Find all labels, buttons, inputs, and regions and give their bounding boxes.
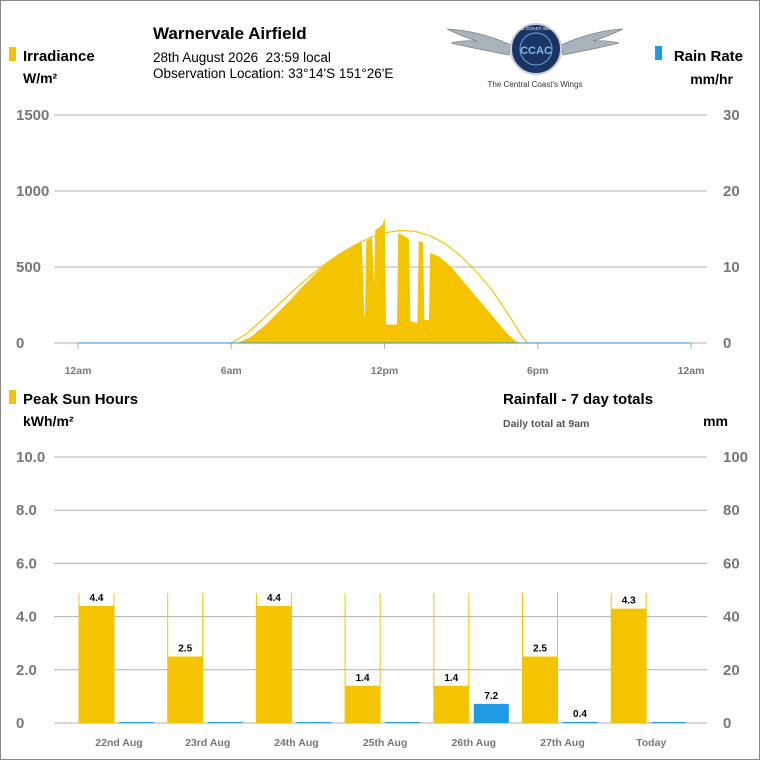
sun-hours-legend-swatch bbox=[9, 390, 16, 404]
rainfall-y-tick-label: 60 bbox=[723, 555, 740, 572]
sun-hours-value-label: 2.5 bbox=[533, 644, 547, 655]
rainfall-y-tick-label: 0 bbox=[723, 715, 731, 732]
sun-hours-bar bbox=[345, 685, 381, 723]
rain-rate-title: Rain Rate bbox=[674, 48, 743, 65]
sun-hours-y-tick-label: 2.0 bbox=[16, 662, 37, 679]
rainfall-value-label: 0.4 bbox=[573, 709, 587, 720]
time-x-tick-label: 12am bbox=[678, 365, 705, 377]
irradiance-legend-swatch bbox=[9, 47, 16, 61]
rainfall-y-tick-label: 100 bbox=[723, 449, 748, 466]
day-x-tick-label: 22nd Aug bbox=[95, 737, 142, 749]
rainfall-bar bbox=[651, 722, 687, 723]
logo-tagline: The Central Coast's Wings bbox=[488, 80, 583, 89]
observation-datetime: 28th August 2026 23:59 local bbox=[153, 50, 331, 65]
sun-hours-title: Peak Sun Hours bbox=[23, 391, 138, 408]
irradiance-y-axis: 0 500 1000 1500 bbox=[16, 107, 49, 352]
rainfall-value-label: 7.2 bbox=[484, 691, 498, 702]
irradiance-unit: W/m² bbox=[23, 70, 58, 86]
sun-hours-y-tick-label: 8.0 bbox=[16, 502, 37, 519]
sun-hours-bar bbox=[256, 605, 292, 723]
rainfall-unit: mm bbox=[703, 413, 728, 429]
clear-sky-envelope-line bbox=[230, 229, 528, 344]
day-x-axis: 22nd Aug 23rd Aug 24th Aug 25th Aug 26th Aug… bbox=[95, 737, 666, 749]
rainfall-y-tick-label: 40 bbox=[723, 609, 740, 626]
sun-hours-value-label: 4.4 bbox=[90, 593, 104, 604]
logo-monogram: CCAC bbox=[520, 45, 552, 57]
sun-hours-value-label: 4.4 bbox=[267, 593, 281, 604]
logo-left-wing bbox=[446, 28, 512, 56]
sun-hours-y-tick-label: 6.0 bbox=[16, 555, 37, 572]
sun-hours-y-tick-label: 10.0 bbox=[16, 449, 45, 466]
rainfall-subtitle: Daily total at 9am bbox=[503, 418, 589, 430]
day-x-tick-label: 23rd Aug bbox=[185, 737, 230, 749]
rainfall-bar bbox=[119, 722, 154, 723]
irradiance-y-tick-label: 500 bbox=[16, 259, 41, 276]
sun-hours-y-tick-label: 0 bbox=[16, 715, 24, 732]
time-x-tick-label: 12pm bbox=[371, 365, 398, 377]
rain-rate-unit: mm/hr bbox=[690, 71, 733, 87]
sun-hours-bar bbox=[167, 656, 203, 723]
irradiance-title: Irradiance bbox=[23, 48, 95, 65]
irradiance-area bbox=[78, 218, 691, 344]
rain-rate-legend-swatch bbox=[655, 46, 662, 60]
logo-badge bbox=[510, 23, 562, 75]
day-x-tick-label: 27th Aug bbox=[540, 737, 585, 749]
irradiance-y-tick-label: 1500 bbox=[16, 107, 49, 124]
rain-rate-y-axis: 0 10 20 30 bbox=[723, 107, 740, 352]
irradiance-y-tick-label: 1000 bbox=[16, 183, 49, 200]
rainfall-y-tick-label: 20 bbox=[723, 662, 740, 679]
day-x-tick-label: 26th Aug bbox=[452, 737, 497, 749]
sun-hours-bar bbox=[79, 605, 114, 723]
sun-hours-bar bbox=[522, 656, 558, 723]
rain-rate-y-tick-label: 30 bbox=[723, 107, 740, 124]
rainfall-bar bbox=[473, 703, 509, 723]
rain-rate-y-tick-label: 10 bbox=[723, 259, 740, 276]
sun-hours-value-label: 1.4 bbox=[356, 673, 370, 684]
site-title: Warnervale Airfield bbox=[153, 24, 307, 43]
sun-hours-bar bbox=[611, 608, 647, 723]
observation-location: Observation Location: 33°14'S 151°26'E bbox=[153, 66, 393, 81]
sun-hours-value-label: 1.4 bbox=[444, 673, 458, 684]
day-x-tick-label: 24th Aug bbox=[274, 737, 319, 749]
time-x-axis: 12am 6am 12pm 6pm 12am bbox=[65, 343, 705, 377]
aero-club-logo: CENTRAL COAST AERO CLUB CCAC The Central… bbox=[446, 23, 624, 89]
rainfall-title: Rainfall - 7 day totals bbox=[503, 391, 653, 408]
day-x-tick-label: Today bbox=[636, 737, 666, 749]
rainfall-bar bbox=[296, 722, 332, 723]
logo-right-wing bbox=[560, 28, 624, 56]
irradiance-series bbox=[78, 218, 691, 344]
daily-bars: 4.4 2.5 4.4 1.4 1.4 7.2 2.5 0.4 4.3 bbox=[78, 593, 687, 723]
sun-hours-unit: kWh/m² bbox=[23, 413, 74, 429]
sun-hours-bar bbox=[433, 685, 469, 723]
rainfall-y-axis: 0 20 40 60 80 100 bbox=[723, 449, 748, 732]
rainfall-bar bbox=[385, 722, 421, 723]
time-x-tick-label: 12am bbox=[65, 365, 92, 377]
rainfall-bar bbox=[562, 721, 598, 723]
daily-grid bbox=[54, 456, 707, 724]
time-x-tick-label: 6pm bbox=[527, 365, 549, 377]
sun-hours-y-tick-label: 4.0 bbox=[16, 609, 37, 626]
irradiance-y-tick-label: 0 bbox=[16, 335, 24, 352]
sun-hours-value-label: 2.5 bbox=[178, 644, 192, 655]
rainfall-y-tick-label: 80 bbox=[723, 502, 740, 519]
time-x-tick-label: 6am bbox=[221, 365, 242, 377]
rain-rate-y-tick-label: 0 bbox=[723, 335, 731, 352]
rainfall-bar bbox=[207, 722, 243, 723]
sun-hours-value-label: 4.3 bbox=[622, 596, 636, 607]
day-x-tick-label: 25th Aug bbox=[363, 737, 408, 749]
rain-rate-y-tick-label: 20 bbox=[723, 183, 740, 200]
logo-ring-text: CENTRAL COAST AERO CLUB bbox=[504, 26, 569, 31]
sun-hours-y-axis: 0 2.0 4.0 6.0 8.0 10.0 bbox=[16, 449, 45, 732]
